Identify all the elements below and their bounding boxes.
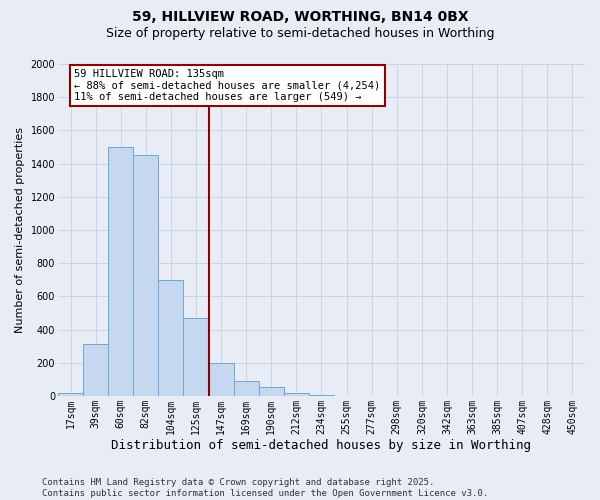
Bar	[233, 381, 259, 396]
Bar	[83, 344, 108, 396]
Text: Contains HM Land Registry data © Crown copyright and database right 2025.
Contai: Contains HM Land Registry data © Crown c…	[42, 478, 488, 498]
Bar	[108, 147, 133, 396]
Text: 59, HILLVIEW ROAD, WORTHING, BN14 0BX: 59, HILLVIEW ROAD, WORTHING, BN14 0BX	[131, 10, 469, 24]
Bar	[184, 318, 209, 396]
Text: Size of property relative to semi-detached houses in Worthing: Size of property relative to semi-detach…	[106, 28, 494, 40]
Bar	[284, 394, 309, 396]
Bar	[259, 387, 284, 396]
Bar	[309, 395, 334, 396]
Bar	[133, 156, 158, 396]
Bar	[209, 362, 233, 396]
Bar	[158, 280, 184, 396]
Text: 59 HILLVIEW ROAD: 135sqm
← 88% of semi-detached houses are smaller (4,254)
11% o: 59 HILLVIEW ROAD: 135sqm ← 88% of semi-d…	[74, 69, 380, 102]
Y-axis label: Number of semi-detached properties: Number of semi-detached properties	[15, 127, 25, 333]
Bar	[58, 394, 83, 396]
X-axis label: Distribution of semi-detached houses by size in Worthing: Distribution of semi-detached houses by …	[112, 440, 532, 452]
